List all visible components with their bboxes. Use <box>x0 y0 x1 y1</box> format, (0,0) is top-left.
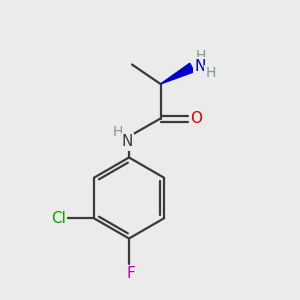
Polygon shape <box>160 63 194 84</box>
Text: N: N <box>195 58 206 74</box>
Text: Cl: Cl <box>51 211 66 226</box>
Text: H: H <box>206 66 216 80</box>
Text: N: N <box>122 134 133 149</box>
Text: H: H <box>112 125 123 139</box>
Text: H: H <box>195 49 206 63</box>
Text: O: O <box>190 111 202 126</box>
Text: F: F <box>126 266 135 281</box>
